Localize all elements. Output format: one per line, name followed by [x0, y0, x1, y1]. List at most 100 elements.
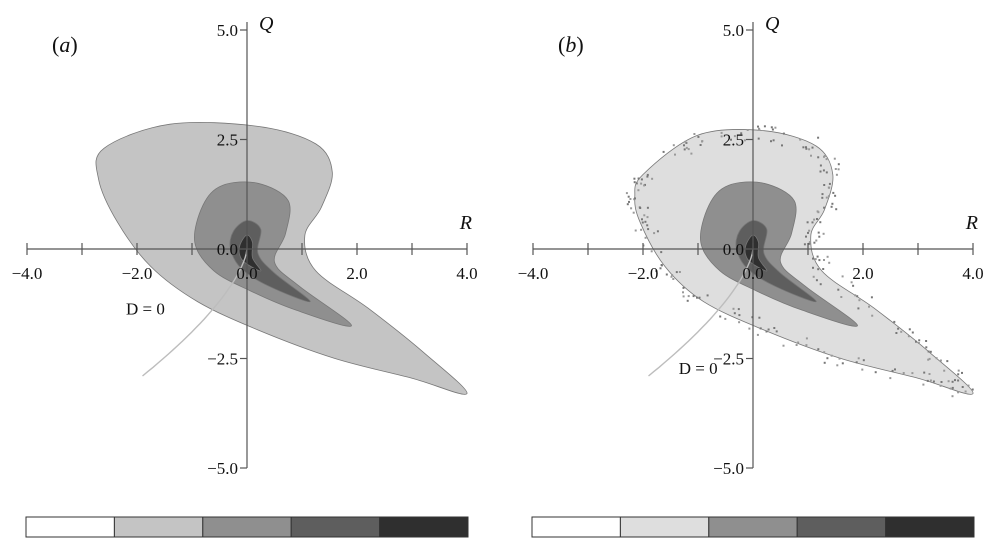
x-tick-label: 0.0 — [742, 264, 763, 283]
scatter-dot — [852, 284, 855, 287]
scatter-dot — [854, 294, 857, 297]
scatter-dot — [799, 138, 802, 141]
scatter-dot — [719, 315, 722, 318]
scatter-dot — [818, 235, 821, 238]
scatter-dot — [957, 379, 960, 382]
scatter-dot — [805, 344, 808, 347]
x-tick-label: −2.0 — [122, 264, 153, 283]
y-tick-label: 0.0 — [723, 240, 744, 259]
scatter-dot — [701, 140, 704, 143]
scatter-dot — [640, 178, 643, 181]
scatter-dot — [656, 230, 659, 233]
scatter-dot — [682, 286, 685, 289]
scatter-dot — [638, 206, 641, 209]
scatter-dot — [757, 137, 760, 140]
scatter-dot — [840, 296, 843, 298]
scatter-dot — [650, 250, 653, 253]
scatter-dot — [832, 191, 835, 194]
scatter-dot — [819, 283, 822, 286]
scatter-dot — [816, 218, 818, 220]
scatter-dot — [805, 235, 807, 238]
scatter-dot — [813, 218, 816, 221]
scatter-dot — [889, 377, 892, 380]
scatter-dot — [834, 168, 837, 170]
scatter-dot — [825, 171, 828, 174]
scatter-dot — [967, 384, 970, 387]
scatter-dot — [961, 371, 963, 374]
contour-level-1 — [634, 128, 974, 395]
scatter-dot — [902, 372, 905, 374]
d-zero-curve-a — [142, 248, 248, 377]
scatter-dot — [633, 181, 636, 184]
scatter-dot — [861, 368, 864, 371]
contour-level-2 — [194, 181, 352, 327]
x-axis-label-b: R — [965, 212, 978, 234]
scatter-dot — [835, 208, 838, 211]
scatter-dot — [833, 157, 836, 160]
scatter-dot — [841, 275, 844, 278]
scatter-dot — [949, 387, 952, 390]
panel-label-open: ( — [558, 32, 565, 57]
scatter-dot — [940, 381, 943, 383]
scatter-dot — [823, 206, 826, 209]
scatter-dot — [817, 348, 820, 351]
colorbar-swatch-4 — [885, 516, 975, 538]
axes-b: −4.0 −2.0 0.0 2.0 4.0 5.0 2.5 0.0 −2.5 −5.0 — [518, 21, 984, 478]
scatter-dot — [857, 307, 860, 310]
scatter-dot — [893, 320, 896, 323]
colorbar-swatch-0 — [531, 516, 621, 538]
scatter-dot — [823, 155, 825, 158]
scatter-dot — [811, 146, 814, 149]
x-tick-label: 4.0 — [456, 264, 477, 283]
y-tick-label: 2.5 — [723, 131, 744, 150]
scatter-dot — [939, 359, 942, 362]
scatter-dot — [961, 386, 964, 388]
scatter-dot — [929, 379, 932, 382]
scatter-dot — [628, 200, 630, 203]
scatter-dot — [632, 211, 635, 214]
scatter-dot — [932, 380, 935, 383]
scatter-dot — [900, 330, 903, 333]
scatter-dot — [822, 268, 825, 270]
scatter-dot — [671, 274, 674, 277]
scatter-dot — [724, 317, 727, 320]
scatter-dot — [817, 268, 820, 271]
scatter-dot — [957, 373, 960, 376]
scatter-dot — [698, 296, 701, 299]
scatter-dot — [720, 135, 723, 138]
scatter-dot — [660, 264, 663, 266]
scatter-dot — [812, 275, 815, 278]
y-tick-label: −5.0 — [713, 459, 744, 478]
scatter-dot — [641, 218, 643, 221]
scatter-dot — [821, 196, 824, 199]
contour-fills-a — [95, 122, 468, 395]
scatter-dot — [763, 125, 766, 128]
scatter-dot — [772, 139, 775, 142]
contour-level-2 — [700, 181, 858, 327]
contour-fills-b — [634, 128, 974, 395]
scatter-dot — [819, 170, 822, 173]
y-tick-label: −2.5 — [207, 350, 238, 369]
panel-label-letter: a — [59, 32, 70, 57]
scatter-dot — [928, 357, 931, 360]
y-axis-label-b: Q — [765, 13, 780, 35]
scatter-dot — [923, 371, 926, 374]
scatter-dot — [653, 232, 656, 235]
scatter-dot — [917, 342, 920, 344]
scatter-dot — [943, 369, 946, 372]
scatter-dot — [770, 126, 773, 129]
x-tick-label: 2.0 — [852, 264, 873, 283]
scatter-dot — [797, 341, 800, 344]
colorbar-swatch-1 — [113, 516, 204, 538]
scatter-dot — [803, 243, 806, 246]
scatter-dot — [683, 144, 685, 147]
scatter-dot — [831, 202, 834, 205]
scatter-dot — [699, 144, 702, 146]
scatter-dot — [767, 328, 770, 331]
scatter-dot — [927, 358, 930, 361]
scatter-dot — [686, 299, 689, 302]
y-tick-label: 5.0 — [217, 21, 238, 40]
scatter-dot — [802, 146, 805, 149]
scatter-dot — [838, 357, 841, 360]
